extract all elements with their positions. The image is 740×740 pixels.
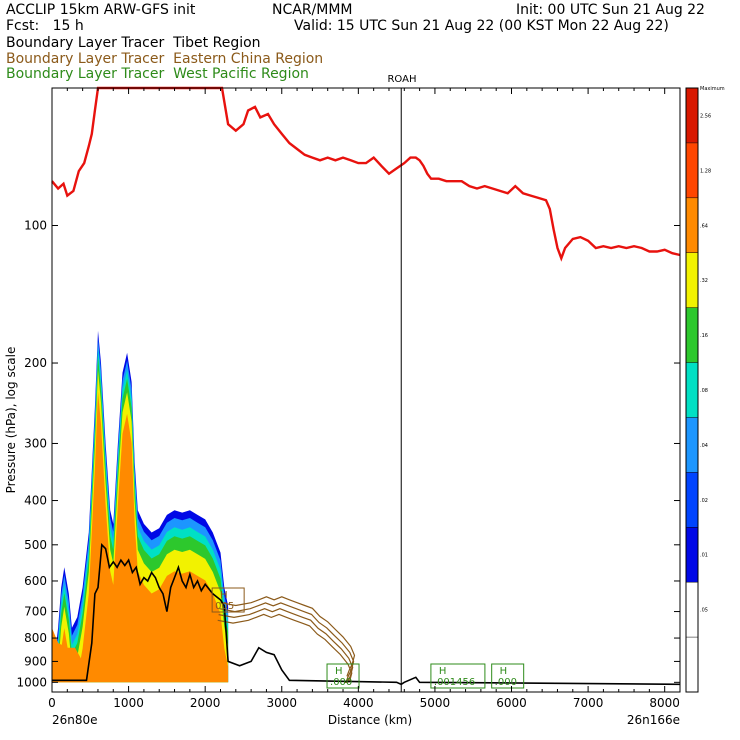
- colorbar-segment: [686, 307, 698, 363]
- tropopause-line: [51, 86, 681, 262]
- h-marker-label: H: [220, 590, 228, 601]
- h-marker-value: 005: [215, 601, 234, 612]
- tracer1-label: Boundary Layer Tracer Tibet Region: [6, 35, 261, 51]
- colorbar-segment: [686, 582, 698, 638]
- y-axis-title: Pressure (hPa), log scale: [4, 347, 18, 494]
- header-line2-left: Fcst: 15 h: [6, 18, 84, 34]
- y-tick-label: 100: [24, 219, 47, 233]
- h-marker-value: .000: [330, 677, 352, 688]
- y-tick-label: 200: [24, 356, 47, 370]
- colorbar-label: .04: [700, 443, 708, 449]
- axes-layer: 0 1000 2000 3000 4000 5000 6000 7000 80001002003…: [16, 87, 681, 710]
- y-tick-label: 800: [24, 631, 47, 645]
- eastern-china-contour: [220, 596, 356, 677]
- x-tick-label: 8000: [649, 696, 680, 710]
- tracer2-label: Boundary Layer Tracer Eastern China Regi…: [6, 51, 324, 67]
- header-line1-left: ACCLIP 15km ARW-GFS init: [6, 2, 196, 18]
- colorbar-label: .05: [700, 608, 708, 614]
- x-tick-label: 2000: [190, 696, 221, 710]
- header-line1-right: Init: 00 UTC Sun 21 Aug 22: [516, 2, 705, 18]
- h-marker-label: H: [439, 666, 447, 677]
- colorbar-label: .02: [700, 498, 708, 504]
- y-tick-label: 600: [24, 574, 47, 588]
- vertical-marker-label: ROAH: [387, 74, 416, 85]
- x-tick-label: 3000: [266, 696, 297, 710]
- y-tick-label: 700: [24, 605, 47, 619]
- colorbar: 2.56 1.28 .64 .32 .16 .08 .04 .02 .01 .05 Maximum: [685, 86, 725, 693]
- colorbar-label: 2.56: [700, 113, 711, 119]
- y-tick-label: 900: [24, 654, 47, 668]
- colorbar-segment: [686, 142, 698, 198]
- colorbar-label: .64: [700, 223, 708, 229]
- colorbar-segment: [686, 197, 698, 253]
- plot-frame: [51, 87, 681, 693]
- y-tick-label: 300: [24, 436, 47, 450]
- y-tick-label: 500: [24, 538, 47, 552]
- x-tick-label: 0: [48, 696, 56, 710]
- colorbar-label: .32: [700, 278, 708, 284]
- right-endpoint-label: 26n166e: [627, 713, 680, 727]
- colorbar-label: .01: [700, 553, 708, 559]
- h-marker-box: [211, 587, 245, 613]
- h-marker-label: H: [500, 666, 508, 677]
- colorbar-label: .08: [700, 388, 708, 394]
- tracer-fill-layer: [52, 330, 229, 683]
- h-marker-label: H: [335, 666, 343, 677]
- h-marker-value: .001456: [434, 677, 475, 688]
- h-marker-box: [430, 663, 486, 689]
- colorbar-segment: [686, 362, 698, 418]
- left-endpoint-label: 26n80e: [52, 713, 98, 727]
- eastern-china-contour: [217, 613, 353, 683]
- x-tick-label: 5000: [420, 696, 451, 710]
- tracer3-label: Boundary Layer Tracer West Pacific Regio…: [6, 66, 309, 82]
- colorbar-segment: [686, 252, 698, 308]
- h-marker-box: [491, 663, 525, 689]
- colorbar-segment: [686, 527, 698, 583]
- colorbar-segment: [686, 472, 698, 528]
- colorbar-label: .16: [700, 333, 708, 339]
- eastern-china-contour: [219, 602, 355, 683]
- x-axis-title: Distance (km): [328, 713, 412, 727]
- header-line1-center: NCAR/MMM: [272, 2, 353, 18]
- eastern-china-contour: [218, 608, 354, 683]
- y-tick-label: 1000: [16, 675, 47, 689]
- x-tick-label: 7000: [573, 696, 604, 710]
- h-marker-value: .000: [495, 677, 517, 688]
- y-tick-label: 400: [24, 494, 47, 508]
- header-line2-right: Valid: 15 UTC Sun 21 Aug 22 (00 KST Mon …: [294, 18, 669, 34]
- colorbar-segment: [686, 417, 698, 473]
- tracer-fill-orange: [52, 391, 229, 683]
- x-tick-label: 1000: [113, 696, 144, 710]
- colorbar-top-label: Maximum: [700, 86, 725, 92]
- colorbar-label: 1.28: [700, 168, 711, 174]
- colorbar-frame: [685, 87, 699, 693]
- tracer-fill-low-orange: [52, 627, 89, 683]
- colorbar-segment: [686, 637, 698, 692]
- x-tick-label: 4000: [343, 696, 374, 710]
- h-marker-box: [326, 663, 360, 689]
- colorbar-segment: [686, 88, 698, 143]
- boundary-layer-top-line: [52, 542, 681, 686]
- x-tick-label: 6000: [496, 696, 527, 710]
